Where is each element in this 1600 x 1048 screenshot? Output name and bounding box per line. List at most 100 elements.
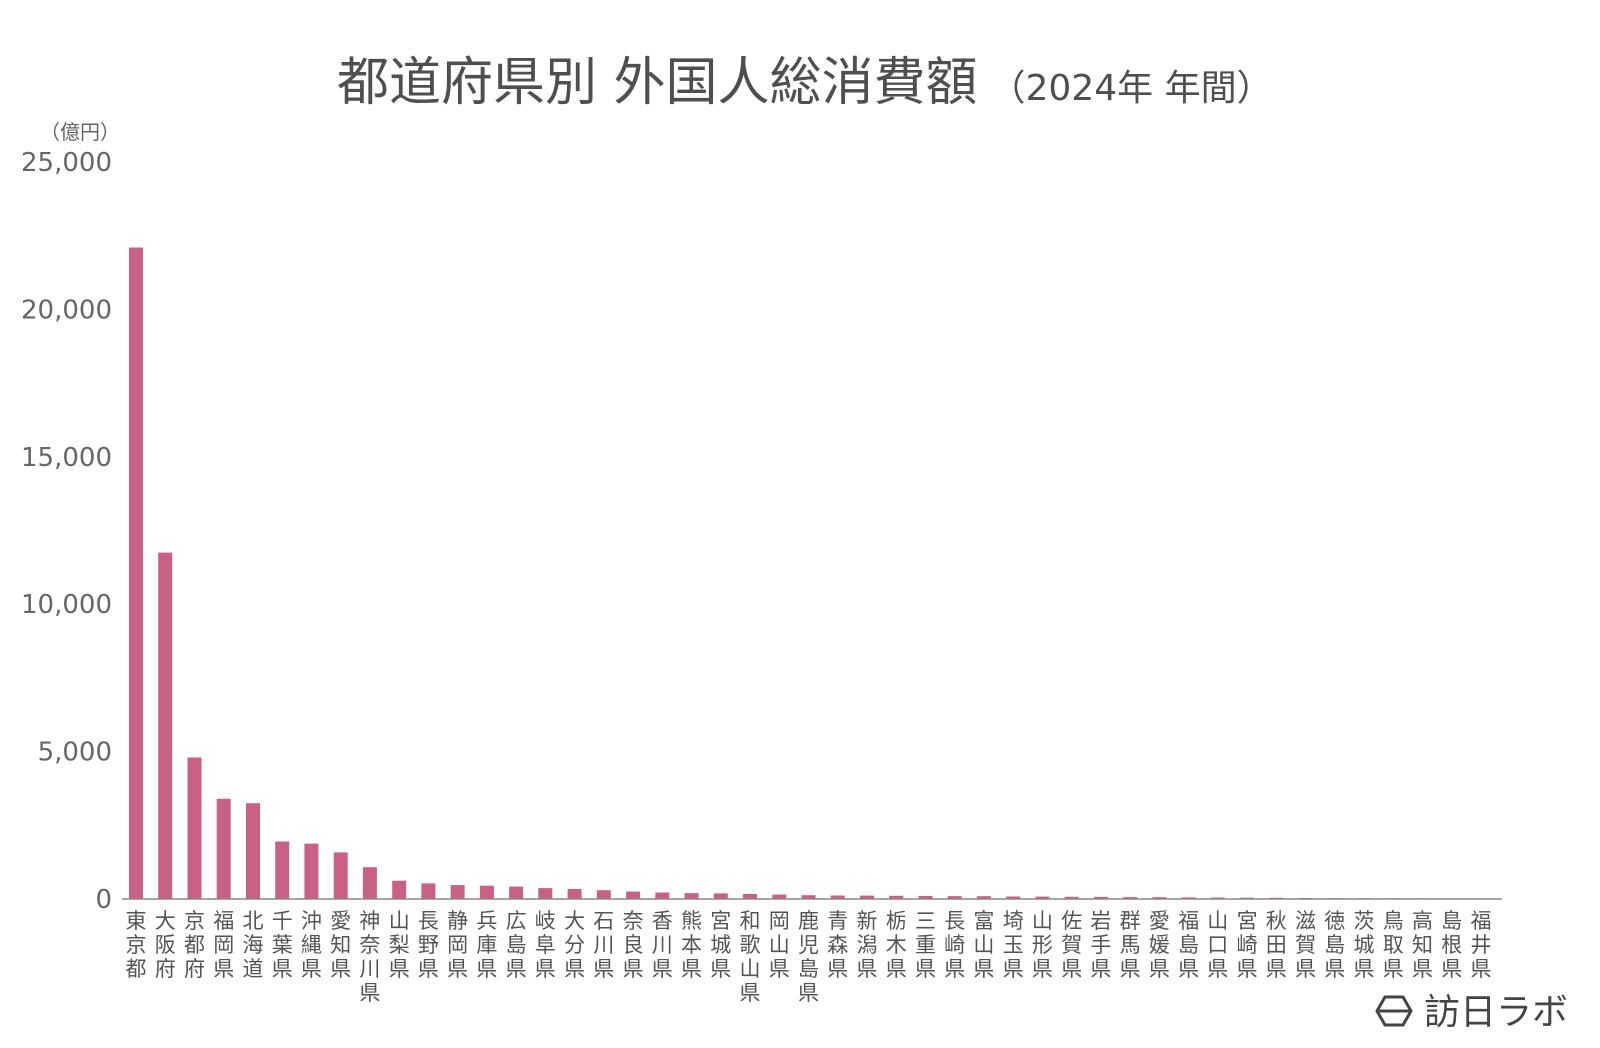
bar (158, 552, 173, 899)
x-tick-label: 鳥取県 (1383, 909, 1404, 981)
y-tick-label: 10,000 (21, 590, 112, 620)
x-tick-label: 秋田県 (1266, 909, 1287, 981)
bar (947, 896, 962, 899)
x-tick-label: 広島県 (506, 909, 527, 981)
bar (421, 883, 436, 899)
x-tick-label: 三重県 (915, 909, 936, 981)
bar (976, 896, 991, 899)
bar (1123, 897, 1138, 899)
x-tick-label: 北海道 (243, 909, 264, 981)
bar (1152, 897, 1167, 899)
brand-name: 訪日ラボ (1424, 992, 1568, 1033)
bar (479, 885, 494, 899)
x-tick-label: 熊本県 (681, 909, 702, 981)
bar (333, 852, 348, 899)
x-tick-label: 福岡県 (213, 909, 234, 981)
x-tick-label: 佐賀県 (1061, 909, 1082, 981)
bar (889, 895, 904, 899)
bar (684, 893, 699, 899)
x-tick-label: 愛媛県 (1149, 909, 1170, 981)
x-tick-label: 東京都 (126, 909, 147, 981)
x-tick-label: 高知県 (1412, 909, 1433, 981)
bar (1181, 897, 1196, 899)
y-tick-label: 0 (95, 885, 112, 915)
bar (743, 894, 757, 899)
x-tick-label: 千葉県 (272, 909, 293, 981)
x-tick-label: 新潟県 (857, 909, 878, 981)
x-tick-label: 滋賀県 (1295, 909, 1316, 981)
x-tick-label: 茨城県 (1354, 909, 1375, 981)
x-tick-label: 群馬県 (1120, 909, 1141, 981)
x-tick-label: 愛知県 (330, 909, 351, 981)
bar (362, 867, 377, 899)
hexagon-logo-icon (1375, 995, 1413, 1027)
bar (830, 895, 845, 899)
y-tick-label: 15,000 (21, 443, 112, 473)
x-tick-label: 宮崎県 (1237, 909, 1258, 981)
bar (860, 895, 874, 899)
bar (187, 757, 202, 899)
x-tick-label: 青森県 (827, 909, 848, 981)
chart-subtitle: （2024年 年間） (990, 68, 1273, 109)
x-tick-label: 京都府 (184, 909, 205, 981)
x-tick-label: 鹿児島県 (798, 909, 819, 1005)
x-tick-label: 福井県 (1471, 909, 1492, 981)
x-tick-label: 栃木県 (886, 909, 907, 981)
bar (1064, 896, 1079, 899)
bar (567, 889, 582, 899)
bar-series (129, 247, 1488, 900)
x-tick-label: 富山県 (973, 909, 994, 981)
bar (918, 895, 933, 899)
y-axis-unit-label: （億円） (40, 120, 120, 144)
bar (713, 893, 728, 899)
x-axis-labels: 東京都大阪府京都府福岡県北海道千葉県沖縄県愛知県神奈川県山梨県長野県静岡県兵庫県… (126, 909, 1492, 1005)
x-tick-label: 長野県 (418, 909, 439, 981)
bar (1035, 896, 1050, 899)
x-tick-label: 香川県 (652, 909, 673, 981)
bar (801, 895, 816, 899)
x-tick-label: 山口県 (1207, 909, 1228, 981)
x-tick-label: 静岡県 (447, 909, 468, 981)
x-tick-label: 島根県 (1441, 909, 1462, 981)
bar (596, 890, 611, 899)
bar (538, 888, 553, 899)
x-tick-label: 岩手県 (1090, 909, 1111, 981)
y-axis-ticks: 0 5,000 10,000 15,000 20,000 25,000 (21, 148, 112, 915)
x-tick-label: 埼玉県 (1003, 909, 1024, 981)
bar (275, 841, 290, 899)
brand-logo: 訪日ラボ (1375, 992, 1568, 1033)
x-tick-label: 福島県 (1178, 909, 1199, 981)
bar (392, 880, 407, 899)
x-tick-label: 石川県 (593, 909, 614, 981)
x-tick-label: 大阪府 (155, 909, 176, 981)
bar (1093, 896, 1108, 899)
x-tick-label: 兵庫県 (476, 909, 497, 981)
bar (450, 885, 465, 899)
bar (1006, 896, 1021, 899)
bar (509, 886, 524, 899)
bar (246, 803, 260, 899)
x-tick-label: 長崎県 (944, 909, 965, 981)
x-tick-label: 山梨県 (389, 909, 410, 981)
x-tick-label: 沖縄県 (301, 909, 322, 981)
x-tick-label: 山形県 (1032, 909, 1053, 981)
x-tick-label: 岐阜県 (535, 909, 556, 981)
bar (129, 247, 143, 899)
bar (655, 892, 670, 899)
x-tick-label: 和歌山県 (740, 909, 761, 1005)
x-tick-label: 岡山県 (769, 909, 790, 981)
x-tick-label: 宮城県 (710, 909, 731, 981)
x-tick-label: 徳島県 (1324, 909, 1345, 981)
bar (772, 894, 787, 899)
x-tick-label: 神奈川県 (359, 909, 380, 1005)
bar (626, 891, 641, 899)
x-tick-label: 大分県 (564, 909, 585, 981)
bar (216, 798, 231, 899)
y-tick-label: 25,000 (21, 148, 112, 178)
y-tick-label: 20,000 (21, 295, 112, 325)
x-tick-label: 奈良県 (623, 909, 644, 981)
chart-title: 都道府県別 外国人総消費額 (337, 53, 978, 113)
bar (304, 843, 319, 899)
y-tick-label: 5,000 (38, 738, 112, 768)
